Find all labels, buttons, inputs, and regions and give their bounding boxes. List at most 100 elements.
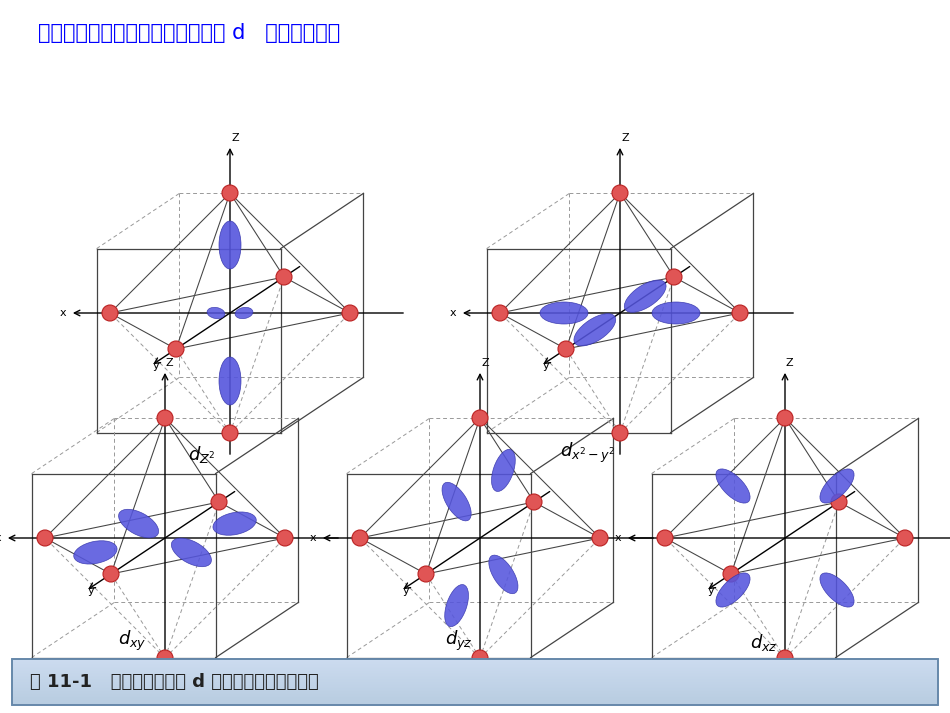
- Text: （二）在八面体配位场中中心原子 d   轨道能级分裂: （二）在八面体配位场中中心原子 d 轨道能级分裂: [38, 23, 340, 43]
- Ellipse shape: [442, 482, 471, 521]
- Circle shape: [157, 410, 173, 426]
- Circle shape: [103, 566, 119, 582]
- Circle shape: [222, 425, 238, 441]
- Text: $d_{xz}$: $d_{xz}$: [750, 632, 778, 653]
- Text: y: y: [87, 586, 94, 596]
- Circle shape: [352, 530, 368, 546]
- Circle shape: [777, 410, 793, 426]
- Bar: [12, 682, 938, 684]
- Circle shape: [666, 269, 682, 285]
- Ellipse shape: [489, 555, 518, 594]
- Bar: [12, 687, 938, 689]
- Ellipse shape: [716, 469, 750, 503]
- Circle shape: [222, 185, 238, 201]
- Bar: [12, 662, 938, 664]
- Circle shape: [492, 305, 508, 321]
- Text: y: y: [542, 361, 549, 371]
- Ellipse shape: [219, 221, 241, 269]
- Bar: [12, 679, 938, 680]
- Text: y: y: [153, 361, 160, 371]
- Bar: [12, 698, 938, 700]
- Circle shape: [777, 650, 793, 666]
- Ellipse shape: [624, 280, 666, 312]
- FancyBboxPatch shape: [12, 682, 938, 705]
- Ellipse shape: [540, 302, 588, 324]
- Ellipse shape: [171, 538, 212, 567]
- Ellipse shape: [716, 573, 750, 607]
- Text: x: x: [450, 308, 457, 318]
- Bar: [12, 671, 938, 673]
- Circle shape: [831, 494, 847, 510]
- Bar: [12, 703, 938, 705]
- Ellipse shape: [820, 469, 854, 503]
- Bar: [12, 695, 938, 697]
- Circle shape: [612, 425, 628, 441]
- Circle shape: [37, 530, 53, 546]
- Circle shape: [472, 650, 488, 666]
- Text: Z: Z: [481, 358, 488, 368]
- Bar: [12, 702, 938, 704]
- Bar: [12, 684, 938, 687]
- Circle shape: [558, 341, 574, 357]
- Text: Z: Z: [621, 133, 629, 143]
- Circle shape: [526, 494, 542, 510]
- Text: 图 11-1   正八面体配合物 d 轨道和配体的相对位置: 图 11-1 正八面体配合物 d 轨道和配体的相对位置: [30, 673, 319, 691]
- Ellipse shape: [207, 307, 225, 319]
- Bar: [12, 660, 938, 662]
- Text: Z: Z: [231, 133, 238, 143]
- FancyBboxPatch shape: [12, 659, 938, 682]
- Text: $d_{xy}$: $d_{xy}$: [118, 629, 146, 653]
- Circle shape: [723, 566, 739, 582]
- Circle shape: [612, 185, 628, 201]
- Ellipse shape: [574, 314, 616, 346]
- Bar: [12, 697, 938, 699]
- Ellipse shape: [491, 449, 515, 491]
- Circle shape: [211, 494, 227, 510]
- Text: Z: Z: [786, 358, 793, 368]
- Bar: [12, 670, 938, 671]
- Text: Z: Z: [166, 358, 174, 368]
- Circle shape: [157, 650, 173, 666]
- Bar: [12, 666, 938, 668]
- Ellipse shape: [119, 509, 159, 538]
- Bar: [12, 691, 938, 693]
- Bar: [12, 686, 938, 688]
- Ellipse shape: [74, 540, 117, 564]
- Circle shape: [102, 305, 118, 321]
- Circle shape: [342, 305, 358, 321]
- Bar: [12, 694, 938, 696]
- Bar: [12, 672, 938, 674]
- Bar: [12, 689, 938, 691]
- Text: $d_{Z^2}$: $d_{Z^2}$: [188, 444, 216, 465]
- Text: y: y: [403, 586, 409, 596]
- Bar: [12, 692, 938, 694]
- Bar: [12, 674, 938, 676]
- Ellipse shape: [235, 307, 253, 319]
- Text: x: x: [310, 533, 316, 543]
- Text: $d_{yz}$: $d_{yz}$: [445, 629, 473, 653]
- Circle shape: [732, 305, 748, 321]
- Ellipse shape: [219, 357, 241, 405]
- Text: y: y: [708, 586, 714, 596]
- Bar: [12, 667, 938, 670]
- Text: x: x: [60, 308, 66, 318]
- Circle shape: [277, 530, 293, 546]
- Ellipse shape: [213, 512, 256, 535]
- Bar: [12, 677, 938, 679]
- Ellipse shape: [820, 573, 854, 607]
- Bar: [12, 680, 938, 682]
- Bar: [12, 683, 938, 685]
- Text: $d_{x^2-y^2}$: $d_{x^2-y^2}$: [560, 441, 616, 465]
- Bar: [12, 663, 938, 665]
- Bar: [12, 675, 938, 677]
- Circle shape: [418, 566, 434, 582]
- Circle shape: [592, 530, 608, 546]
- Circle shape: [472, 410, 488, 426]
- Bar: [12, 665, 938, 667]
- Bar: [12, 700, 938, 702]
- Text: x: x: [615, 533, 621, 543]
- Circle shape: [657, 530, 673, 546]
- Bar: [12, 659, 938, 660]
- Circle shape: [168, 341, 184, 357]
- Text: x: x: [0, 533, 2, 543]
